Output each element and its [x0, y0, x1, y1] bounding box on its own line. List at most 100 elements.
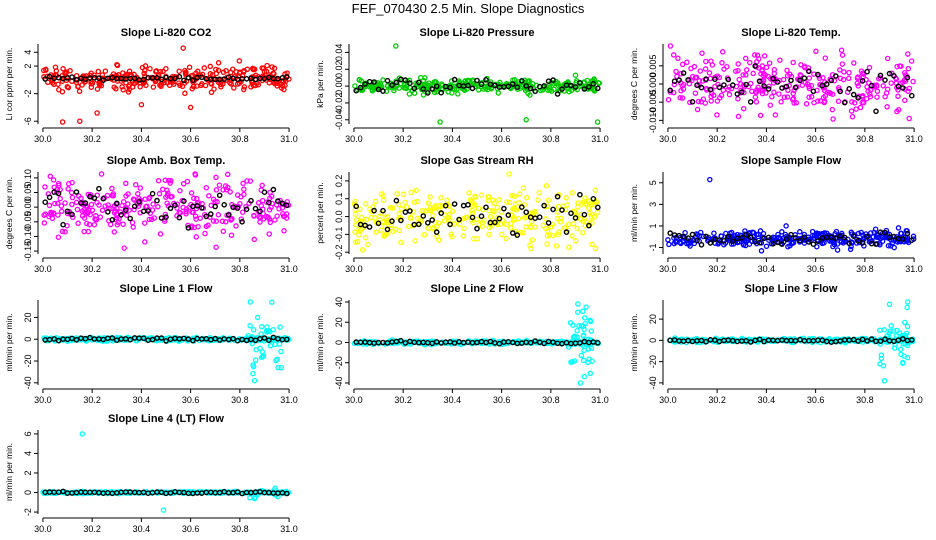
data-point	[412, 238, 418, 244]
outlier-point	[94, 110, 100, 116]
data-point	[486, 231, 492, 238]
mean-point	[779, 85, 785, 91]
mean-point	[514, 232, 521, 238]
data-point	[894, 108, 900, 115]
mean-point	[519, 78, 525, 84]
data-point	[711, 230, 717, 236]
data-point	[777, 57, 783, 63]
data-point	[888, 243, 894, 249]
data-point	[702, 66, 709, 72]
data-point	[551, 86, 557, 93]
data-point	[82, 78, 89, 85]
data-point	[59, 78, 66, 84]
data-point	[581, 79, 588, 85]
data-point	[859, 70, 866, 77]
mean-point	[420, 213, 427, 219]
data-point	[849, 99, 855, 105]
mean-point	[909, 237, 915, 243]
data-point	[782, 231, 789, 238]
mean-point	[266, 199, 272, 206]
data-point	[570, 221, 577, 227]
data-point	[803, 101, 810, 107]
data-point	[854, 80, 861, 87]
mean-point	[230, 335, 236, 342]
mean-point	[586, 84, 592, 90]
mean-point	[545, 220, 552, 226]
x-tick-label: 30.4	[758, 395, 776, 405]
data-point	[888, 323, 894, 329]
data-point	[543, 216, 549, 222]
data-point	[400, 191, 407, 198]
data-points	[40, 45, 292, 125]
x-tick-label: 30.0	[34, 395, 52, 405]
data-point	[516, 200, 523, 206]
data-point	[898, 230, 904, 237]
data-point	[587, 318, 594, 325]
data-point	[574, 327, 580, 334]
axes: 30.0 30.2 30.4 30.6 30.8 31.0 -2 0 2 4 6	[23, 430, 298, 534]
mean-point	[185, 75, 192, 81]
y-tick-label: 0	[334, 340, 344, 345]
data-point	[878, 352, 885, 358]
data-point	[353, 222, 359, 228]
data-point	[241, 186, 247, 193]
data-point	[190, 83, 197, 90]
data-point	[580, 357, 587, 364]
data-point	[742, 242, 749, 249]
data-point	[772, 112, 779, 118]
x-tick-label: 30.8	[856, 395, 874, 405]
data-point	[427, 194, 433, 200]
data-point	[258, 354, 265, 360]
mean-point	[900, 236, 906, 242]
data-point	[270, 326, 276, 333]
data-point	[529, 218, 535, 225]
data-point	[877, 327, 883, 333]
data-point	[264, 62, 270, 69]
data-point	[105, 202, 111, 208]
outlier-point	[437, 119, 443, 125]
y-tick-label: 3	[648, 202, 658, 207]
y-tick-label: 0.2	[334, 175, 344, 188]
mean-point	[212, 203, 218, 210]
data-point	[466, 190, 472, 196]
data-point	[155, 203, 161, 210]
data-point	[94, 199, 100, 206]
mean-point	[671, 78, 678, 84]
mean-point	[550, 77, 556, 83]
data-point	[159, 186, 166, 193]
data-point	[555, 231, 561, 238]
data-point	[195, 68, 201, 75]
data-point	[240, 69, 247, 75]
mean-point	[810, 88, 817, 95]
x-tick-label: 31.0	[591, 395, 609, 405]
data-point	[565, 221, 572, 228]
axes: 30.0 30.2 30.4 30.6 30.8 31.0-0.010-0.0050.00…	[648, 44, 923, 144]
x-tick-label: 30.2	[394, 264, 412, 274]
data-point	[872, 226, 879, 232]
mean-point	[221, 201, 227, 208]
y-tick-label: 20	[648, 314, 658, 324]
mean-point	[154, 75, 160, 81]
data-point	[790, 59, 796, 66]
y-axis-label: ml/min per min.	[629, 313, 639, 371]
data-point	[583, 304, 589, 310]
data-point	[378, 227, 385, 233]
data-point	[582, 315, 588, 321]
data-point	[214, 199, 220, 205]
data-point	[902, 97, 908, 104]
mean-point	[474, 225, 480, 232]
data-point	[358, 214, 365, 221]
mean-point	[225, 212, 232, 218]
data-point	[123, 193, 129, 199]
data-point	[820, 75, 826, 81]
mean-point	[595, 204, 601, 211]
y-tick-label: 5	[648, 180, 658, 185]
data-point	[900, 341, 906, 347]
mean-point	[514, 84, 521, 90]
mean-point	[283, 74, 290, 80]
data-point	[363, 216, 370, 223]
chart-panel: Slope Li-820 Temp. 30.0 30.2 30.4 30.6 30.8 31…	[629, 27, 923, 144]
mean-point	[145, 208, 151, 214]
mean-point	[743, 231, 750, 238]
data-point	[62, 70, 68, 77]
